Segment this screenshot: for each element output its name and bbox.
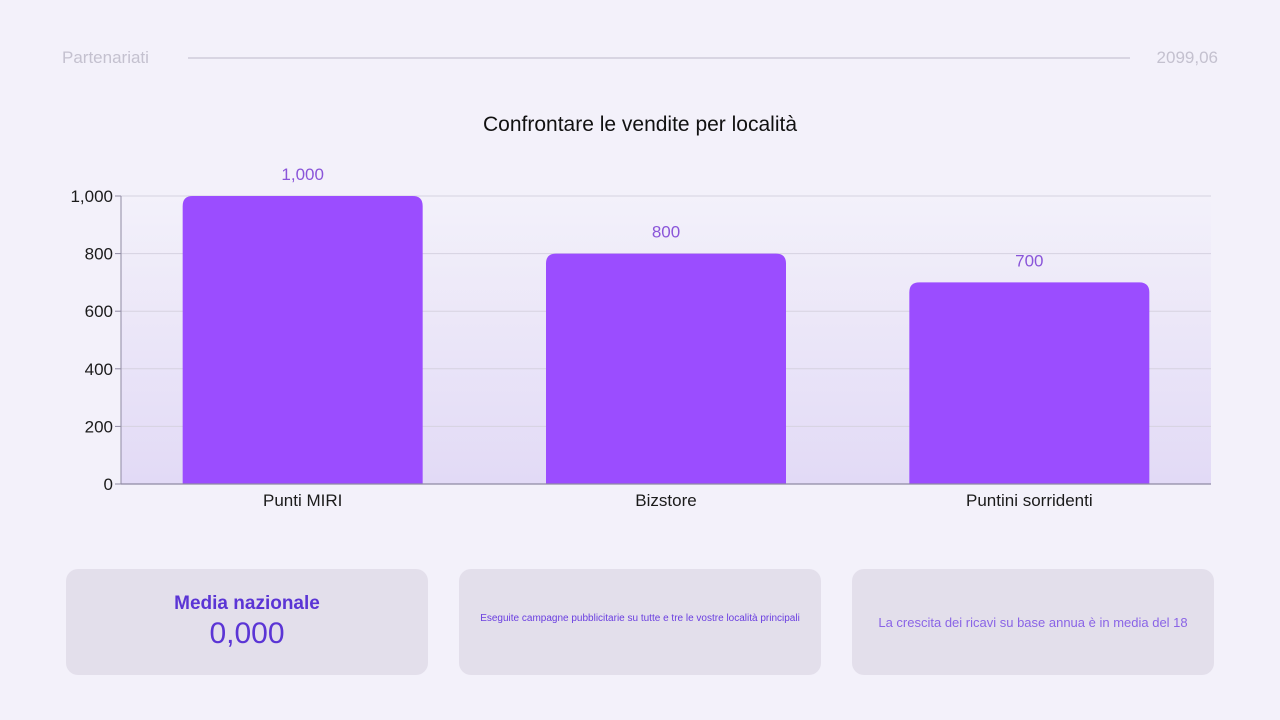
category-label: Puntini sorridenti <box>966 491 1093 510</box>
bar <box>546 253 786 484</box>
bar <box>182 196 423 484</box>
bar-chart: 0 200 400 600 800 1,000 1,000 Punti MIRI 800 Bizs… <box>70 165 1211 510</box>
campaign-text: Eseguite campagne pubblicitarie su tutte… <box>480 612 800 624</box>
chart-title: Confrontare le vendite per località <box>482 113 797 136</box>
y-tick-label: 400 <box>85 360 113 379</box>
y-tick-label: 200 <box>85 417 113 436</box>
data-label: 700 <box>1015 251 1043 270</box>
category-label: Bizstore <box>635 491 696 510</box>
national-average-title: Media nazionale <box>174 593 320 614</box>
national-average-card: Media nazionale 0,000 <box>66 569 428 675</box>
y-tick-label: 800 <box>85 245 113 264</box>
category-label: Punti MIRI <box>263 491 342 510</box>
data-label: 800 <box>652 223 680 242</box>
national-average-value: 0,000 <box>209 617 285 650</box>
header-divider <box>188 57 1130 59</box>
campaign-card: Eseguite campagne pubblicitarie su tutte… <box>459 569 821 675</box>
page-number: 2099,06 <box>1156 48 1218 67</box>
data-label: 1,000 <box>281 165 324 184</box>
growth-card: La crescita dei ricavi su base annua è i… <box>852 569 1214 675</box>
y-tick-label: 600 <box>85 302 113 321</box>
y-tick-label: 1,000 <box>70 187 113 206</box>
y-tick-label: 0 <box>104 475 113 494</box>
bar <box>909 282 1150 484</box>
growth-text: La crescita dei ricavi su base annua è i… <box>878 614 1188 630</box>
section-title: Partenariati <box>62 48 149 67</box>
